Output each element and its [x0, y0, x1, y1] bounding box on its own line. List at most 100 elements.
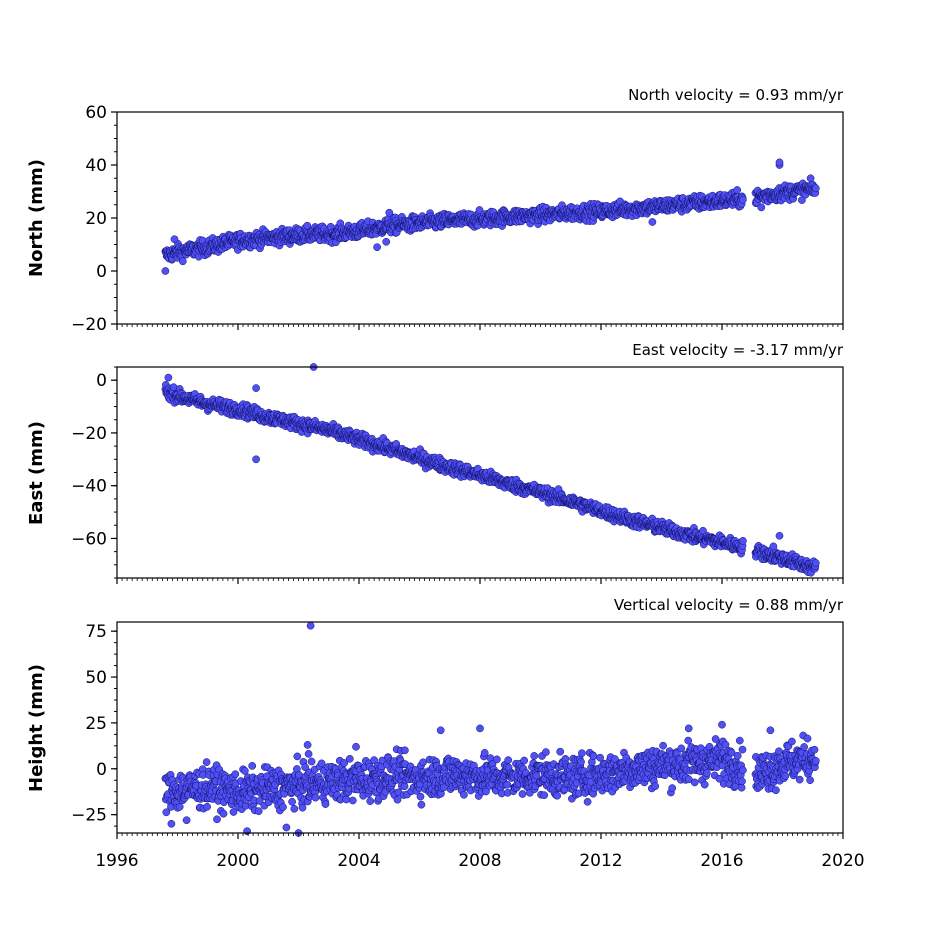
height-y-tick-label: 75 — [85, 622, 107, 642]
height-data-point — [775, 747, 783, 756]
height-data-point — [231, 770, 240, 779]
north-y-tick-label: 60 — [85, 103, 107, 123]
height-data-point — [298, 803, 307, 812]
east-y-tick-label: −40 — [71, 477, 107, 497]
north-outlier-point — [373, 243, 381, 252]
height-data-point — [342, 795, 351, 804]
north-velocity-label: North velocity = 0.93 mm/yr — [628, 86, 844, 104]
height-y-ticks: −25 0 25 50 75 — [71, 622, 117, 827]
north-data-point — [739, 195, 747, 204]
height-data-point — [739, 766, 747, 775]
height-data-point — [202, 758, 211, 766]
height-data-point — [219, 809, 228, 818]
height-data-point — [288, 797, 296, 806]
height-data-point — [577, 758, 585, 766]
height-data-point — [345, 754, 354, 763]
height-outlier-point — [303, 741, 312, 749]
height-data-point — [795, 775, 804, 784]
height-outlier-point — [476, 724, 484, 733]
height-data-point — [520, 756, 529, 765]
east-outlier-point — [252, 384, 260, 392]
height-data-point — [279, 803, 287, 811]
height-data-point — [348, 796, 357, 805]
north-outlier-point — [170, 235, 179, 244]
height-data-point — [293, 752, 302, 761]
height-outlier-point — [684, 724, 693, 733]
east-y-tick-label: −60 — [71, 529, 107, 549]
height-data-point — [213, 815, 221, 824]
height-data-point — [677, 744, 686, 753]
east-y-tick-label: −20 — [71, 424, 107, 444]
height-data-point — [700, 780, 709, 789]
north-panel: −20 0 20 40 60 North velocity = 0.93 mm/yr N… — [26, 86, 844, 335]
height-data-point — [553, 791, 562, 800]
height-data-point — [737, 783, 746, 792]
north-outlier-point — [757, 203, 766, 212]
height-data-point — [803, 734, 812, 743]
height-data-point — [651, 782, 660, 791]
north-data-point — [178, 257, 187, 266]
height-data-point — [659, 741, 667, 750]
height-y-tick-label: 25 — [85, 714, 107, 734]
height-outlier-point — [436, 726, 445, 735]
height-y-tick-label: 50 — [85, 668, 107, 688]
height-data-point — [583, 797, 592, 806]
height-data-point — [684, 736, 693, 745]
north-data-point — [733, 186, 742, 194]
north-outlier-point — [161, 267, 170, 275]
height-data-point — [317, 759, 326, 768]
height-outlier-point — [167, 819, 176, 828]
height-data-point — [304, 750, 313, 758]
height-data-point — [530, 752, 539, 760]
height-data-point — [393, 795, 402, 804]
height-data-point — [503, 780, 512, 789]
east-panel: 0 −20 −40 −60 East velocity = -3.17 mm/yr E… — [26, 341, 844, 584]
east-x-ticks — [116, 578, 844, 584]
height-data-point — [810, 745, 819, 754]
height-outlier-point — [282, 823, 291, 832]
height-y-tick-label: −25 — [71, 806, 107, 826]
height-data-point — [307, 757, 316, 766]
east-outlier-point — [769, 542, 778, 551]
height-data-point — [203, 802, 211, 811]
north-y-ticks: −20 0 20 40 60 — [71, 103, 117, 335]
height-data-point — [240, 767, 249, 775]
north-x-ticks — [116, 324, 844, 330]
north-outlier-point — [382, 237, 391, 246]
north-y-tick-label: −20 — [71, 315, 107, 335]
height-data-point — [311, 793, 320, 802]
height-data-point — [321, 800, 330, 808]
height-data-point — [290, 804, 299, 813]
height-outlier-point — [718, 720, 726, 729]
height-data-point — [175, 802, 184, 811]
east-data-point — [811, 559, 820, 567]
height-data-point — [254, 807, 263, 816]
height-data-point — [366, 797, 375, 805]
east-outlier-point — [164, 373, 173, 382]
height-data-point — [400, 782, 409, 791]
north-y-axis-label: North (mm) — [26, 159, 47, 277]
height-data-point — [248, 762, 257, 770]
height-data-point — [460, 790, 468, 799]
height-data-point — [668, 784, 677, 792]
east-y-axis-label: East (mm) — [26, 421, 47, 525]
east-y-tick-label: 0 — [96, 371, 107, 391]
east-outlier-point — [775, 531, 784, 540]
north-y-tick-label: 0 — [96, 262, 107, 282]
height-data-point — [703, 769, 711, 777]
east-points — [161, 363, 820, 577]
east-data-point — [739, 537, 747, 545]
height-data-point — [504, 756, 513, 764]
north-outlier-point — [775, 158, 784, 167]
north-outlier-point — [648, 218, 657, 226]
north-points — [161, 158, 820, 275]
height-data-point — [556, 747, 565, 756]
east-outlier-point — [252, 455, 260, 464]
height-data-point — [417, 800, 426, 809]
height-data-point — [788, 737, 796, 746]
north-outlier-point — [385, 208, 394, 217]
height-outlier-point — [243, 827, 251, 836]
height-data-point — [540, 791, 549, 800]
height-data-point — [781, 772, 790, 780]
